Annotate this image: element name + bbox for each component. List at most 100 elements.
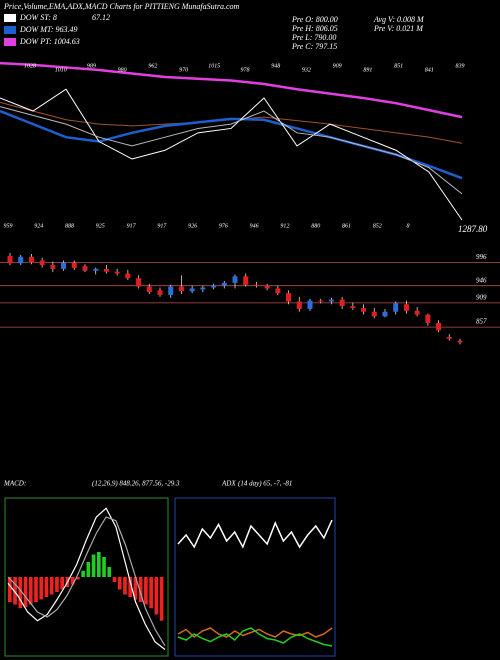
trough-label: 925 — [96, 223, 105, 229]
trough-label: 861 — [342, 223, 351, 229]
candle-body — [136, 278, 142, 287]
series-line — [0, 106, 463, 195]
level-label: 946 — [476, 276, 487, 284]
candle-body — [157, 290, 163, 295]
candle-body — [264, 285, 270, 289]
trough-label: 917 — [127, 223, 137, 229]
macd-bar — [13, 577, 17, 605]
candle-body — [103, 268, 109, 272]
macd-bar — [60, 577, 64, 590]
series-line — [0, 61, 463, 119]
candle-body — [339, 299, 345, 307]
macd-bar — [107, 567, 112, 577]
candle-body — [436, 322, 442, 331]
macd-bar — [81, 570, 85, 577]
peak-label: 970 — [179, 67, 188, 73]
peak-label: 1028 — [24, 63, 36, 69]
candle-body — [211, 285, 217, 288]
macd-bar — [91, 554, 96, 577]
macd-bar — [133, 577, 138, 600]
macd-params: (12,26,9) 848.26, 877.56, -29.3 — [92, 480, 180, 488]
candle-body — [178, 286, 184, 292]
candle-body — [93, 268, 99, 271]
candle-body — [168, 286, 174, 295]
legend-swatch — [4, 26, 16, 34]
level-label: 996 — [476, 253, 487, 261]
candle-body — [18, 256, 24, 264]
candle-body — [82, 266, 88, 271]
candle-body — [146, 286, 152, 293]
candle-body — [286, 293, 292, 302]
macd-bar — [55, 577, 59, 592]
candle-body — [414, 310, 420, 315]
candle-body — [50, 265, 56, 269]
trough-label: 924 — [34, 222, 43, 229]
trough-label: 888 — [65, 223, 74, 229]
candle-body — [221, 282, 227, 286]
trough-label: 959 — [4, 223, 13, 229]
adx-label: ADX — [221, 480, 236, 488]
macd-bar — [34, 577, 38, 602]
candle-body — [232, 276, 238, 283]
macd-bar — [128, 577, 133, 597]
legend-label: DOW ST: 8 — [19, 13, 57, 22]
candle-body — [39, 260, 45, 266]
candle-body — [71, 262, 77, 268]
level-label: 909 — [476, 294, 487, 302]
peak-label: 891 — [363, 67, 372, 73]
last-label: 1287.80 — [458, 224, 488, 234]
candle-body — [382, 311, 388, 317]
candle-body — [200, 287, 206, 290]
info-text: Avg V: 0.008 M — [373, 15, 425, 24]
peak-label: 1010 — [55, 67, 67, 73]
series-line — [177, 519, 333, 549]
candle-body — [371, 311, 377, 317]
candle-body — [114, 271, 120, 274]
peak-label: 932 — [302, 67, 311, 73]
level-label: 857 — [476, 318, 487, 326]
candle-body — [393, 303, 399, 312]
legend-value: 67.12 — [92, 13, 110, 22]
peak-label: 962 — [148, 63, 157, 69]
info-text: Pre V: 0.021 M — [373, 24, 424, 33]
series-line — [177, 627, 333, 647]
legend-swatch — [4, 14, 16, 22]
macd-bar — [49, 577, 54, 595]
adx-params: (14 day) 65, -7, -81 — [238, 480, 292, 488]
candle-body — [425, 314, 431, 323]
peak-label: 851 — [394, 63, 403, 69]
trough-label: 926 — [188, 223, 197, 229]
candle-body — [189, 288, 195, 292]
peak-label: 839 — [456, 63, 465, 69]
macd-frame — [4, 497, 169, 657]
macd-bar — [23, 577, 28, 607]
macd-bar — [144, 577, 148, 605]
trough-label: 912 — [280, 223, 289, 229]
macd-bar — [159, 577, 164, 621]
macd-label: MACD: — [3, 480, 26, 488]
candle-body — [307, 300, 313, 309]
macd-bar — [96, 552, 101, 577]
trough-label: 880 — [311, 223, 320, 229]
adx-frame — [174, 497, 336, 657]
macd-bar — [39, 577, 44, 600]
candle-body — [7, 255, 13, 264]
info-text: Pre H: 806.05 — [291, 24, 338, 33]
candle-body — [275, 288, 281, 294]
peak-label: 980 — [118, 67, 127, 73]
legend-label: DOW MT: 963.49 — [19, 25, 78, 34]
trough-label: 917 — [157, 223, 167, 229]
info-text: Pre O: 800.00 — [291, 15, 338, 24]
info-text: Pre L: 790.00 — [291, 33, 336, 42]
macd-bar — [149, 577, 153, 609]
macd-line — [7, 516, 166, 647]
candle-body — [28, 256, 34, 263]
candle-body — [361, 308, 367, 312]
trough-label: 946 — [250, 222, 259, 229]
macd-bar — [117, 577, 122, 590]
macd-bar — [70, 577, 75, 585]
macd-bar — [44, 577, 49, 597]
trough-label: 852 — [373, 223, 382, 229]
